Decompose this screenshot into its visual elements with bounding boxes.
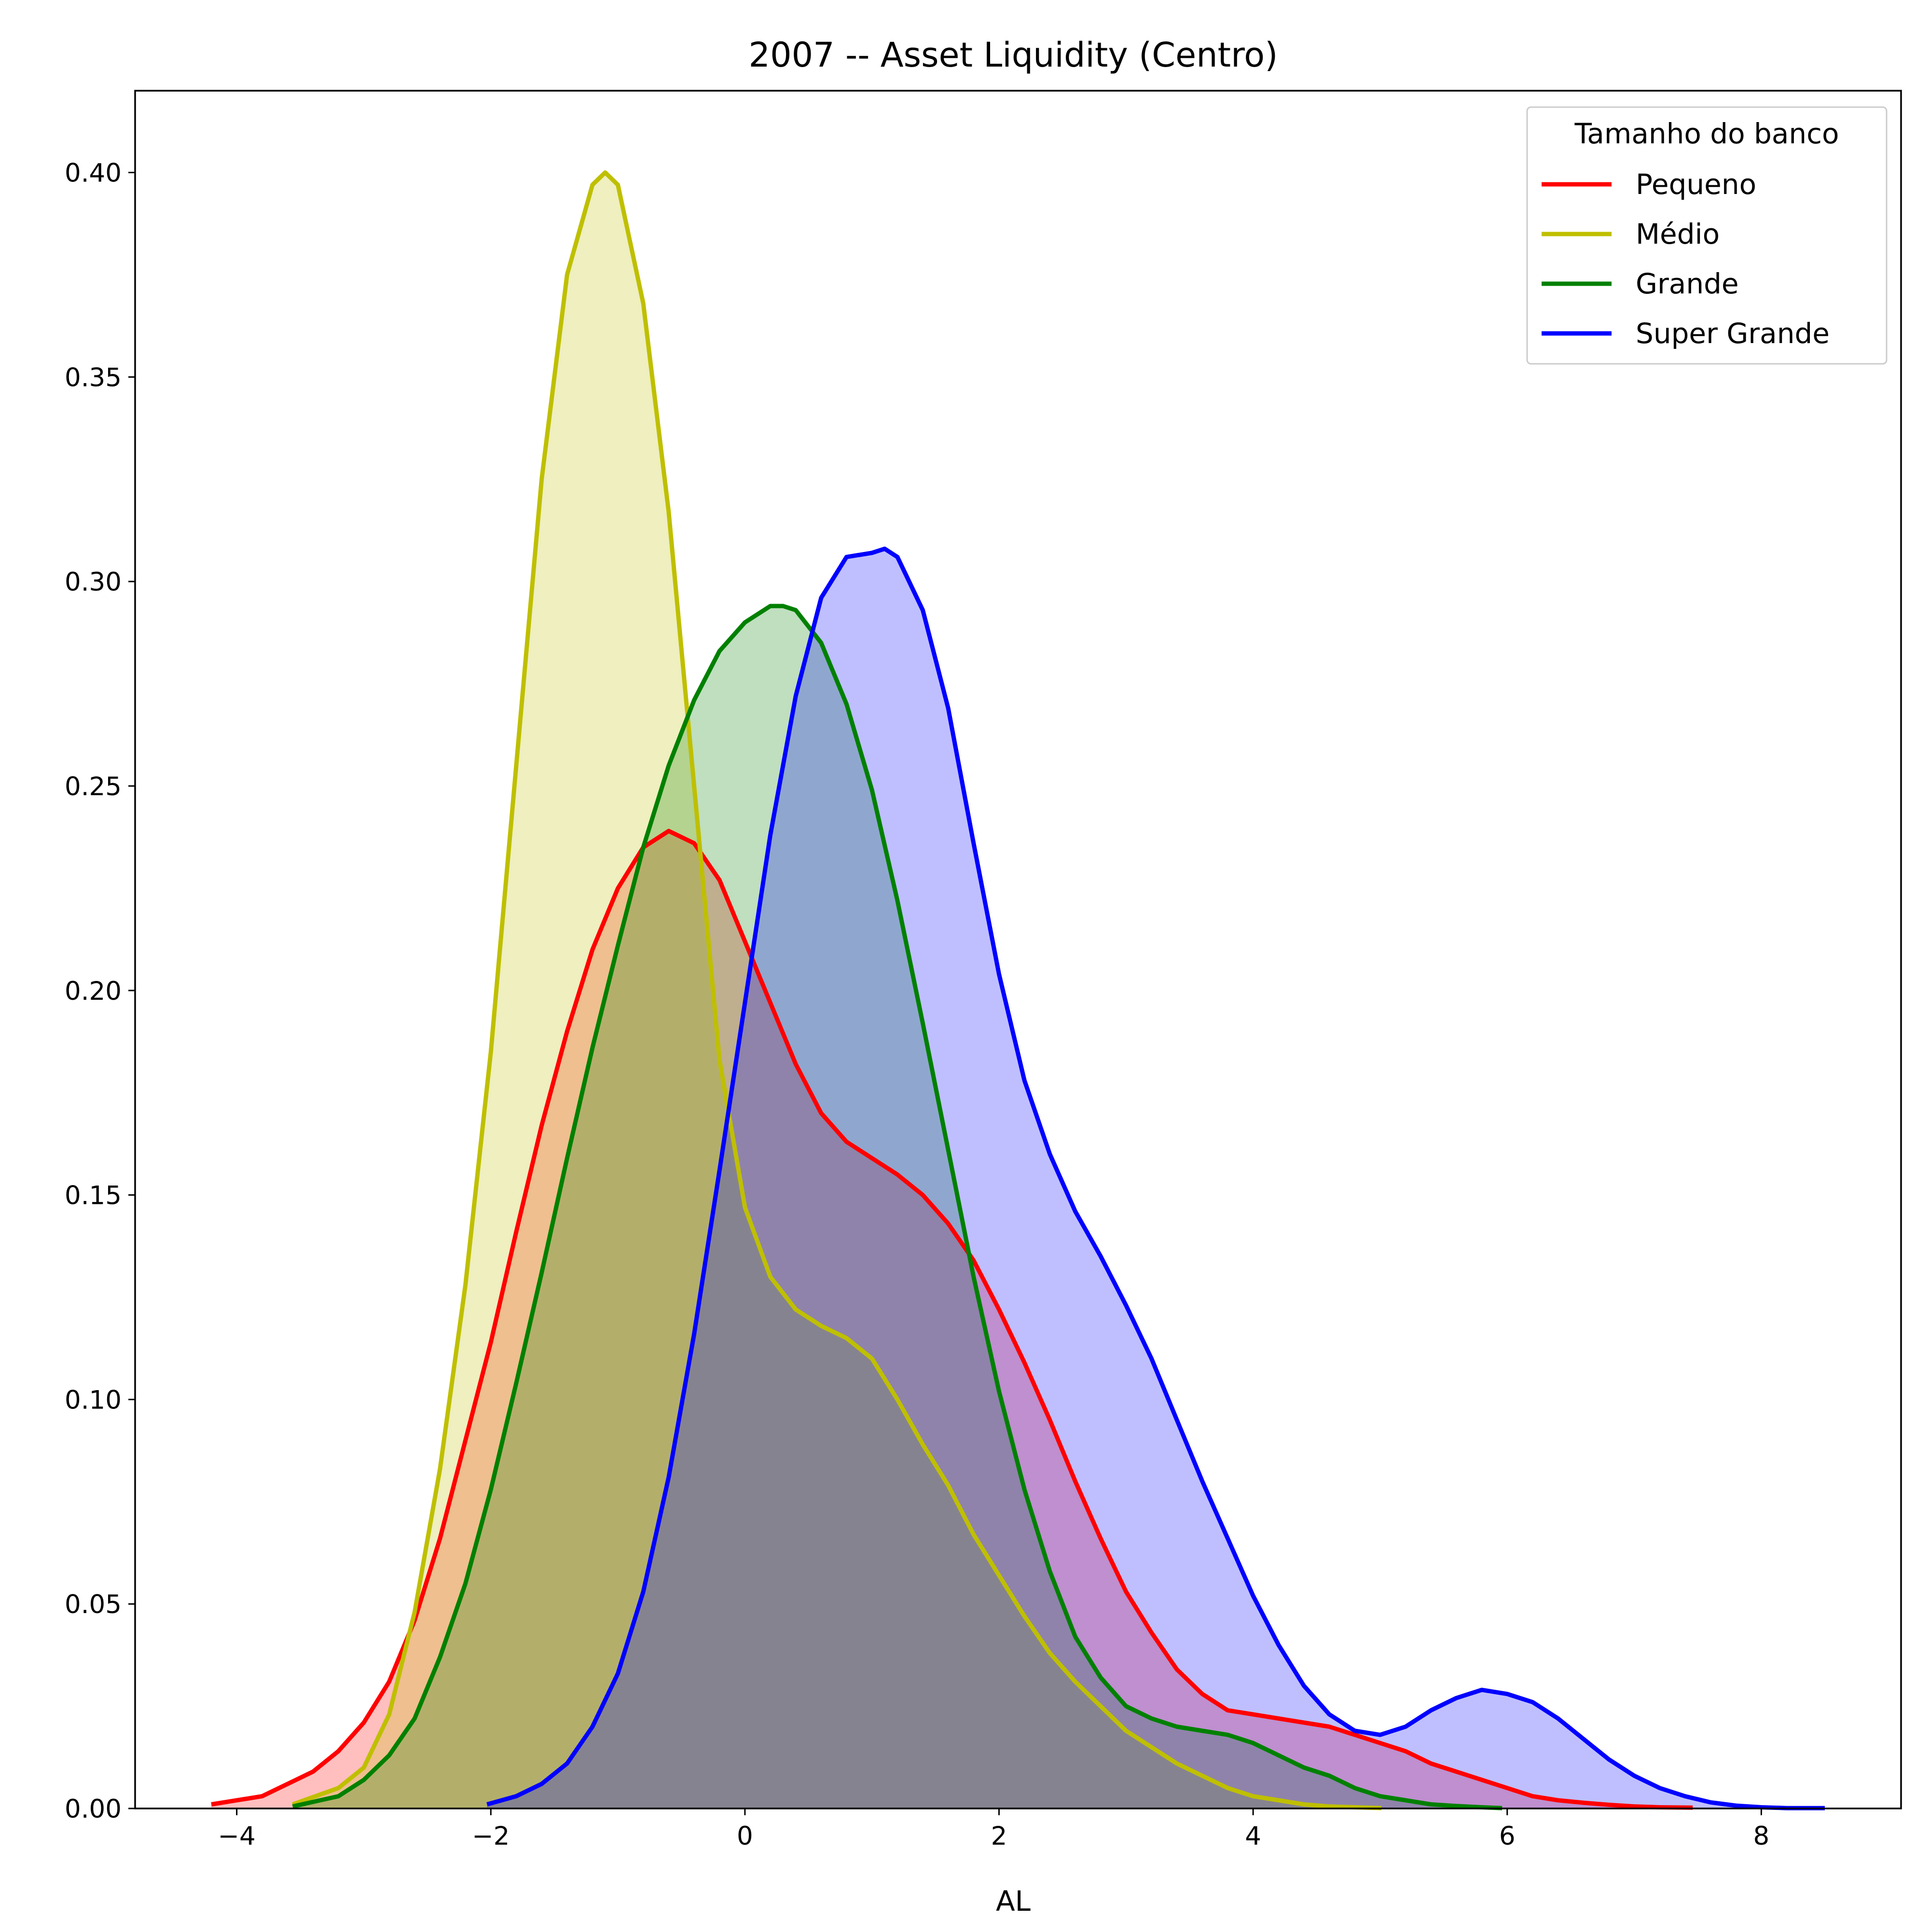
x-tick-label: 4 — [1245, 1822, 1261, 1851]
density-line-pequeno — [211, 828, 1693, 1810]
x-axis-title: AL — [996, 1885, 1031, 1918]
density-line-medio — [291, 170, 1382, 1810]
legend: Tamanho do banco Pequeno Médio Grande Super… — [1526, 106, 1888, 365]
x-tick-label: 0 — [737, 1822, 753, 1851]
y-tick-label: 0.25 — [65, 772, 122, 801]
y-tick-label: 0.35 — [65, 363, 122, 392]
y-tick-label: 0.00 — [65, 1794, 122, 1824]
y-tick-label: 0.05 — [65, 1590, 122, 1619]
legend-label-pequeno: Pequeno — [1636, 168, 1756, 201]
plot-area-frame — [134, 90, 1902, 1809]
legend-items: Pequeno Médio Grande Super Grande — [1542, 168, 1830, 350]
legend-title: Tamanho do banco — [1574, 117, 1839, 150]
x-tick-label: −2 — [472, 1822, 510, 1851]
y-axis: 0.00 0.05 0.10 0.15 0.20 0.25 0.30 0.35 0.40 — [65, 159, 135, 1824]
x-axis: −4 −2 0 2 4 6 8 — [218, 1808, 1769, 1851]
x-tick-label: −4 — [218, 1822, 256, 1851]
density-fills — [211, 172, 1825, 1808]
y-tick-label: 0.20 — [65, 977, 122, 1006]
density-lines — [211, 170, 1825, 1810]
x-tick-label: 8 — [1753, 1822, 1769, 1851]
density-fill-grande — [292, 606, 1503, 1808]
density-fill-super-grande — [487, 549, 1825, 1808]
density-fill-pequeno — [211, 831, 1693, 1808]
legend-label-super-grande: Super Grande — [1636, 317, 1830, 350]
density-line-super-grande — [486, 546, 1825, 1810]
chart-title: 2007 -- Asset Liquidity (Centro) — [749, 35, 1278, 75]
x-tick-label: 2 — [991, 1822, 1007, 1851]
density-fill-medio — [292, 172, 1382, 1808]
legend-label-grande: Grande — [1636, 267, 1739, 300]
y-tick-label: 0.10 — [65, 1385, 122, 1415]
y-tick-label: 0.40 — [65, 159, 122, 188]
y-tick-label: 0.30 — [65, 567, 122, 597]
legend-label-medio: Médio — [1636, 218, 1720, 250]
density-line-grande — [292, 604, 1503, 1810]
x-tick-label: 6 — [1499, 1822, 1516, 1851]
legend-box — [1526, 106, 1888, 365]
y-tick-label: 0.15 — [65, 1181, 122, 1211]
